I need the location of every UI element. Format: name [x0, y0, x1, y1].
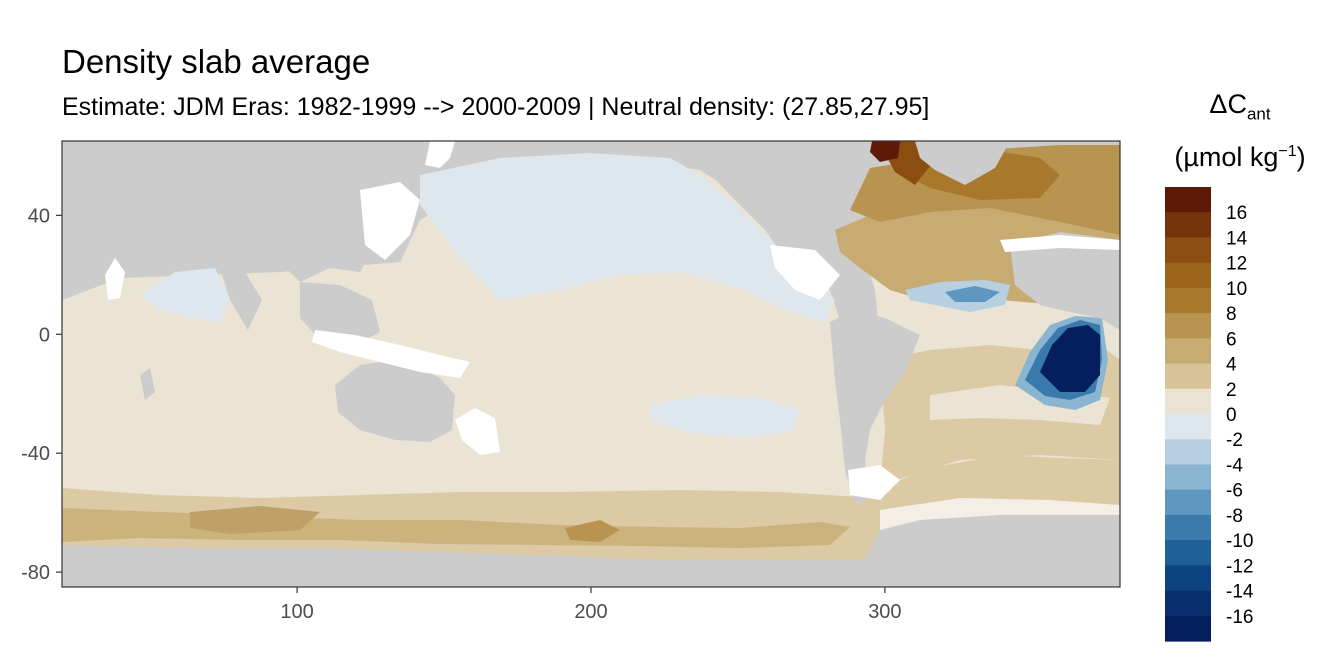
south-atlantic-neg-core [1040, 325, 1100, 392]
colorbar-swatch [1165, 287, 1211, 314]
colorbar-swatch [1165, 540, 1211, 566]
chart-title: Density slab average [62, 43, 371, 80]
southern-ocean-band-dark [190, 506, 320, 534]
colorbar-label: 6 [1226, 329, 1237, 350]
colorbar-swatch [1165, 212, 1211, 239]
colorbar-label: 0 [1226, 405, 1237, 426]
colorbar-label: 10 [1226, 279, 1247, 300]
colorbar-label: -6 [1226, 481, 1243, 502]
nodata-scotia [848, 465, 900, 500]
land-eurasia-africa [62, 141, 870, 290]
nordic-seas [870, 141, 900, 162]
y-tick-label: 0 [39, 324, 50, 346]
land-africa-west [1010, 232, 1120, 330]
land-southeast-asia [300, 282, 380, 345]
y-tick-label: -40 [21, 443, 50, 465]
nodata-japan [360, 182, 420, 260]
chart-subtitle: Estimate: JDM Eras: 1982-1999 --> 2000-2… [62, 93, 930, 121]
colorbar-swatch [1165, 262, 1211, 289]
land-south-america [830, 310, 920, 505]
arabian-sea-field [140, 268, 230, 322]
colorbar-swatch [1165, 313, 1211, 339]
colorbar-swatch [1165, 338, 1211, 365]
colorbar-label: 14 [1226, 228, 1248, 249]
colorbar-swatch [1165, 615, 1211, 642]
colorbar-label: -14 [1226, 582, 1254, 603]
y-tick-label: -80 [21, 562, 50, 584]
land-north-america [700, 141, 870, 280]
tropical-atlantic-core [945, 286, 1000, 302]
x-tick-label: 100 [280, 601, 313, 623]
colorbar-swatch [1165, 464, 1211, 491]
nodata-indonesia [312, 330, 470, 378]
colorbar-swatch [1165, 565, 1211, 592]
x-tick-label: 300 [868, 601, 901, 623]
colorbar: 16 14 12 10 8 6 4 2 0 -2 -4 -6 -8 -10 -12 -14 -16 [1165, 187, 1254, 642]
colorbar-swatch [1165, 414, 1211, 440]
colorbar-label: -12 [1226, 556, 1253, 577]
colorbar-swatch [1165, 388, 1211, 415]
land-antarctica [62, 515, 1120, 587]
colorbar-label: -8 [1226, 506, 1243, 527]
south-pacific-blue-patch [648, 395, 800, 438]
land-australia [335, 360, 455, 442]
nodata-tasman [455, 408, 500, 455]
colorbar-swatch [1165, 187, 1211, 213]
colorbar-label: -2 [1226, 430, 1243, 451]
land-madagascar [140, 368, 155, 400]
colorbar-label: 4 [1226, 355, 1237, 376]
land-india-sea [220, 268, 262, 330]
north-pacific-field [420, 153, 835, 322]
nodata-red-sea [105, 258, 125, 300]
legend-units: (µmol kg−1) [1174, 142, 1306, 172]
land-greenland [915, 141, 1010, 185]
colorbar-swatch [1165, 514, 1211, 541]
nodata-africa-coast [1000, 235, 1120, 252]
colorbar-label: -4 [1226, 455, 1243, 476]
colorbar-swatch [1165, 439, 1211, 466]
colorbar-label: 2 [1226, 380, 1237, 401]
ross-sea-patch [565, 520, 620, 542]
nodata-gulf-mexico [770, 245, 840, 300]
x-tick-label: 200 [574, 601, 607, 623]
colorbar-label: 16 [1226, 203, 1247, 224]
colorbar-swatch [1165, 590, 1211, 617]
legend-title: ΔCant [1209, 89, 1271, 124]
colorbar-label: 8 [1226, 304, 1237, 325]
y-tick-label: 40 [28, 205, 50, 227]
colorbar-swatch [1165, 363, 1211, 390]
nodata-north-pacific [425, 141, 455, 168]
colorbar-label: 12 [1226, 254, 1247, 275]
colorbar-label: -10 [1226, 531, 1253, 552]
map-panel [62, 141, 1120, 587]
colorbar-swatch [1165, 489, 1211, 516]
colorbar-label: -16 [1226, 607, 1253, 628]
colorbar-swatch [1165, 237, 1211, 264]
